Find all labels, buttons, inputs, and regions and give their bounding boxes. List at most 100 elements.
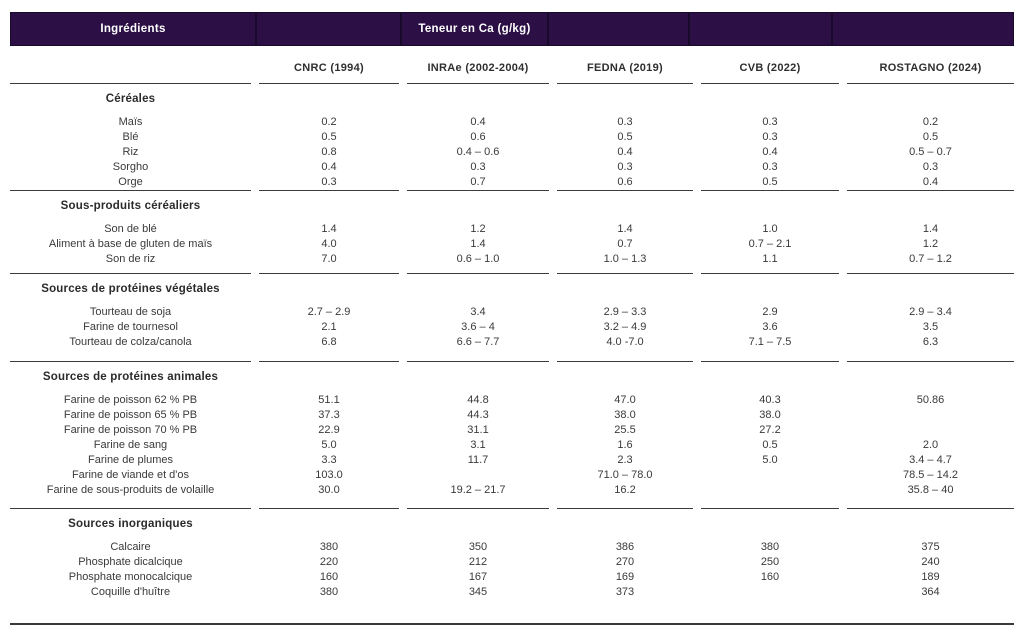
value-cell: 31.1 [467, 424, 489, 436]
section-title-spacer-cell [557, 282, 693, 296]
ingredient-label: Farine de viande et d'os [71, 469, 190, 481]
section-title-spacer-cell [407, 517, 549, 531]
section-title-spacer-cell [557, 199, 693, 213]
section-title: Céréales [105, 93, 156, 105]
value-cell: 6.8 [321, 336, 337, 348]
value-cell [701, 483, 839, 498]
value-cell: 5.0 [762, 454, 778, 466]
value-cell: 2.0 [922, 439, 939, 451]
section-title-spacer-cell [847, 282, 1014, 296]
ingredient-row: Farine de plumes 3.3 11.7 2.3 5.0 3.4 – 4.7 [10, 453, 1014, 468]
section-rows: Maïs 0.2 0.4 0.3 0.3 0.2 Blé 0.5 0.6 0.5 0.3 0.5 Riz… [10, 106, 1014, 190]
value-cell: 0.2 [922, 116, 939, 128]
value-cell: 375 [921, 541, 940, 553]
value-cell: 0.5 – 0.7 [909, 146, 952, 158]
table-section: Sources de protéines végétales Tourteau d… [10, 274, 1014, 362]
value-cell: 0.6 – 1.0 [456, 253, 500, 265]
value-cell: 25.5 [614, 424, 636, 436]
value-cell: 380 [760, 541, 780, 553]
ingredient-label: Tourteau de soja [89, 306, 172, 318]
section-title-spacer-cell [701, 92, 839, 106]
value-cell: 0.4 [617, 146, 633, 158]
ca-content-header-cell: Teneur en Ca (g/kg) [402, 13, 547, 45]
section-title: Sources de protéines animales [42, 371, 219, 383]
value-cell: 0.5 [922, 131, 939, 143]
section-divider-segment [701, 273, 839, 274]
value-cell: 0.3 [321, 176, 337, 188]
value-cell: 0.3 [762, 161, 778, 173]
value-cell: 5.0 [321, 439, 337, 451]
value-cell: 1.0 – 1.3 [603, 253, 647, 265]
section-divider-segment [557, 190, 693, 191]
section-divider-segment [10, 190, 251, 191]
ingredient-label: Farine de sang [93, 439, 168, 451]
section-title-row: Sources de protéines végétales [10, 274, 1014, 296]
section-title-row: Céréales [10, 84, 1014, 106]
value-cell: 212 [468, 556, 488, 568]
section-divider-segment [557, 361, 693, 362]
section-title-spacer-cell [557, 517, 693, 531]
value-cell: 0.4 [321, 161, 337, 173]
header-band-spacer-2 [549, 13, 688, 45]
section-title-spacer-cell [847, 92, 1014, 106]
section-divider-segment [407, 361, 549, 362]
value-cell: 386 [615, 541, 635, 553]
value-cell: 0.7 – 1.2 [909, 253, 952, 265]
source-column-header-inrae: INRAe (2002-2004) [407, 46, 549, 84]
ingredient-label: Phosphate dicalcique [78, 556, 183, 568]
section-divider-segment [259, 361, 399, 362]
section-title-spacer-cell [847, 370, 1014, 384]
section-title-spacer-cell [847, 199, 1014, 213]
value-cell: 3.6 [762, 321, 778, 333]
value-cell: 380 [319, 586, 339, 598]
value-cell: 35.8 – 40 [907, 484, 954, 496]
value-cell: 71.0 – 78.0 [597, 469, 653, 481]
value-cell: 0.4 – 0.6 [456, 146, 500, 158]
section-divider [10, 508, 1014, 509]
value-cell: 1.4 [470, 238, 486, 250]
value-cell: 380 [319, 541, 339, 553]
section-rows: Son de blé 1.4 1.2 1.4 1.0 1.4 Aliment à base … [10, 213, 1014, 273]
value-cell: 3.1 [470, 439, 486, 451]
value-cell: 3.4 [470, 306, 486, 318]
value-cell [847, 408, 1014, 423]
ingredient-row: Aliment à base de gluten de maïs 4.0 1.4 0.… [10, 237, 1014, 252]
value-cell: 3.2 – 4.9 [603, 321, 647, 333]
value-cell: 364 [921, 586, 940, 598]
value-cell: 2.9 [762, 306, 778, 318]
section-divider-segment [407, 508, 549, 509]
ingredient-label: Coquille d'huître [90, 586, 171, 598]
section-title-spacer-cell [259, 199, 399, 213]
value-cell: 0.5 [762, 439, 778, 451]
value-cell: 2.1 [321, 321, 337, 333]
section-divider-segment [847, 508, 1014, 509]
ingredient-label: Tourteau de colza/canola [69, 336, 192, 348]
value-cell: 160 [760, 571, 780, 583]
value-cell: 4.0 -7.0 [606, 336, 644, 348]
section-divider-segment [847, 273, 1014, 274]
value-cell: 2.7 – 2.9 [307, 306, 351, 318]
section-title-spacer-cell [701, 370, 839, 384]
section-divider [10, 190, 1014, 191]
value-cell: 1.1 [762, 253, 778, 265]
value-cell: 0.5 [617, 131, 633, 143]
value-cell: 0.2 [321, 116, 337, 128]
ingredient-label: Sorgho [112, 161, 149, 173]
ingredient-label: Calcaire [110, 541, 151, 553]
ingredient-row: Phosphate dicalcique 220 212 270 250 240 [10, 555, 1014, 570]
section-divider-segment [847, 361, 1014, 362]
value-cell: 103.0 [315, 469, 343, 481]
value-cell: 16.2 [614, 484, 636, 496]
source-column-header-empty [10, 46, 251, 84]
value-cell: 38.0 [759, 409, 781, 421]
value-cell: 2.9 – 3.3 [603, 306, 647, 318]
value-cell: 350 [468, 541, 488, 553]
section-divider-segment [10, 273, 251, 274]
value-cell: 0.5 [762, 176, 778, 188]
ingredient-row: Sorgho 0.4 0.3 0.3 0.3 0.3 [10, 160, 1014, 175]
section-title-spacer-cell [407, 92, 549, 106]
ingredients-header-label: Ingrédients [100, 23, 166, 35]
ingredient-row: Tourteau de soja 2.7 – 2.9 3.4 2.9 – 3.3 2.9… [10, 305, 1014, 320]
section-title-spacer-cell [259, 92, 399, 106]
ingredient-label: Maïs [118, 116, 143, 128]
